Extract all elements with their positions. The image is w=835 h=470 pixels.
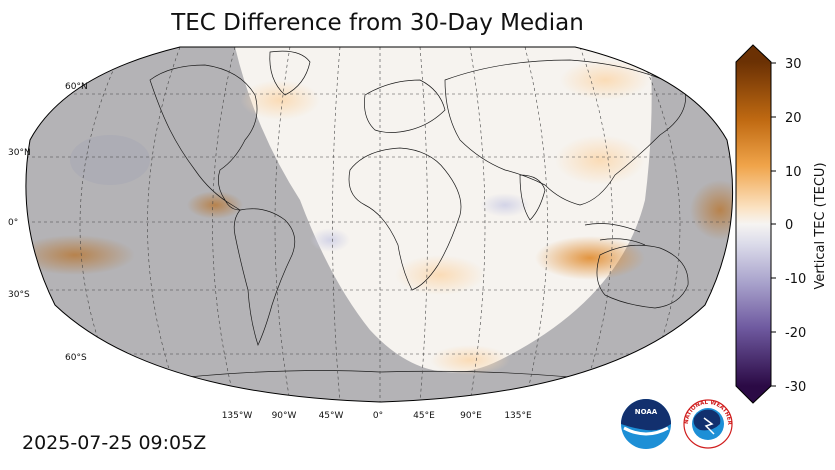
tec-depletion-pacific (70, 135, 150, 185)
lat-label-equator: 0° (8, 218, 18, 228)
tec-anomaly-caribbean (187, 191, 243, 219)
lon-label-90w: 90°W (272, 411, 297, 421)
noaa-logo: NOAA (621, 399, 671, 449)
lon-label-45w: 45°W (319, 411, 344, 421)
tec-depletion-atlantic (310, 228, 350, 252)
tec-anomaly-southern-ocean (430, 345, 510, 375)
europe-outline (364, 79, 446, 133)
noaa-logo-text: NOAA (635, 408, 658, 416)
colorbar: 30 20 10 0 -10 -20 -30 Vertical TEC (TEC… (735, 44, 828, 404)
lat-label-30n: 30°N (8, 148, 31, 158)
tec-anomaly-pacific-east (690, 180, 733, 240)
lon-label-0: 0° (373, 411, 383, 421)
colorbar-tick-20: 20 (785, 111, 802, 126)
lon-label-45e: 45°E (413, 411, 435, 421)
north-america-outline (149, 64, 258, 211)
tec-anomaly-siberia (560, 60, 650, 100)
lat-label-30s: 30°S (8, 290, 30, 300)
colorbar-tick-10: 10 (785, 165, 802, 180)
tec-anomaly-asia (555, 135, 645, 185)
colorbar-tick-neg10: -10 (785, 272, 806, 287)
tec-anomaly-south-atlantic (395, 255, 485, 295)
tec-anomaly-indian-ocean (535, 236, 645, 280)
lon-label-135e: 135°E (504, 411, 532, 421)
tec-anomaly-north-atlantic (240, 80, 320, 120)
colorbar-tick-0: 0 (785, 218, 793, 233)
colorbar-tick-neg30: -30 (785, 380, 806, 395)
australia-outline (596, 244, 689, 309)
colorbar-tick-neg20: -20 (785, 326, 806, 341)
colorbar-tick-30: 30 (785, 57, 802, 72)
india-outline (519, 174, 546, 221)
colorbar-outline (735, 44, 772, 404)
daylight-region (235, 47, 652, 373)
timestamp: 2025-07-25 09:05Z (22, 432, 207, 454)
africa-outline (348, 147, 462, 291)
map-border (25, 46, 734, 403)
lat-label-60s: 60°S (65, 353, 87, 363)
greenland-outline (269, 50, 311, 96)
colorbar-label: Vertical TEC (TECU) (813, 162, 828, 289)
tec-anomaly-pacific-west (25, 235, 135, 275)
map-area (25, 47, 733, 402)
south-america-outline (233, 208, 296, 346)
colorbar-gradient (736, 62, 771, 386)
graticule (25, 47, 733, 402)
colorbar-ticks (771, 62, 776, 387)
lon-label-90e: 90°E (460, 411, 482, 421)
tec-depletion-arabian-sea (480, 193, 530, 217)
lat-label-60n: 60°N (65, 82, 88, 92)
colorbar-max-extend (736, 45, 771, 62)
lon-label-135w: 135°W (222, 411, 253, 421)
chart-title: TEC Difference from 30-Day Median (171, 10, 584, 36)
indonesia-outline (584, 223, 646, 246)
colorbar-min-extend (736, 386, 771, 403)
asia-outline (444, 59, 687, 206)
